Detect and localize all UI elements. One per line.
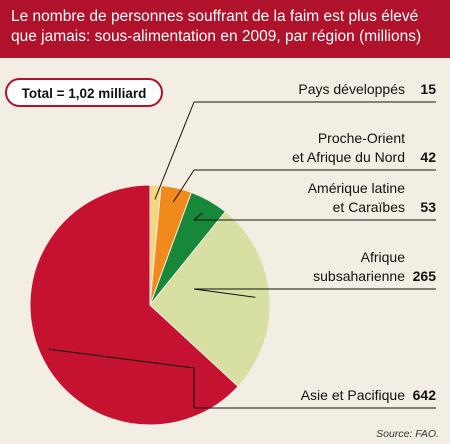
leader-line <box>48 348 195 408</box>
slice-value: 15 <box>420 81 436 97</box>
chart-title: Le nombre de personnes souffrant de la f… <box>11 8 422 45</box>
pie-slice <box>29 184 239 426</box>
slice-label: Pays développés <box>298 81 405 97</box>
slice-label: subsaharienne <box>313 268 405 284</box>
slice-label: et Afrique du Nord <box>292 149 405 165</box>
slice-value: 642 <box>413 387 437 403</box>
slice-value: 42 <box>420 149 436 165</box>
leader-line <box>172 169 195 203</box>
slice-label: Amérique latine <box>308 180 405 196</box>
pie-slice <box>149 210 271 388</box>
slice-label: Asie et Pacifique <box>301 387 405 403</box>
total-badge: Total = 1,02 milliard <box>5 78 163 107</box>
slice-label: Proche-Orient <box>318 130 405 146</box>
slice-label: et Caraïbes <box>333 199 405 215</box>
leader-line <box>154 101 195 200</box>
slice-label: Afrique <box>361 249 406 265</box>
leader-line <box>193 288 256 298</box>
slice-value: 265 <box>413 268 437 284</box>
title-bar: Le nombre de personnes souffrant de la f… <box>0 0 450 58</box>
source-note: Source: FAO. <box>376 428 439 440</box>
total-label: Total = 1,02 milliard <box>22 86 147 101</box>
slice-value: 53 <box>420 199 436 215</box>
leader-line <box>193 212 203 221</box>
